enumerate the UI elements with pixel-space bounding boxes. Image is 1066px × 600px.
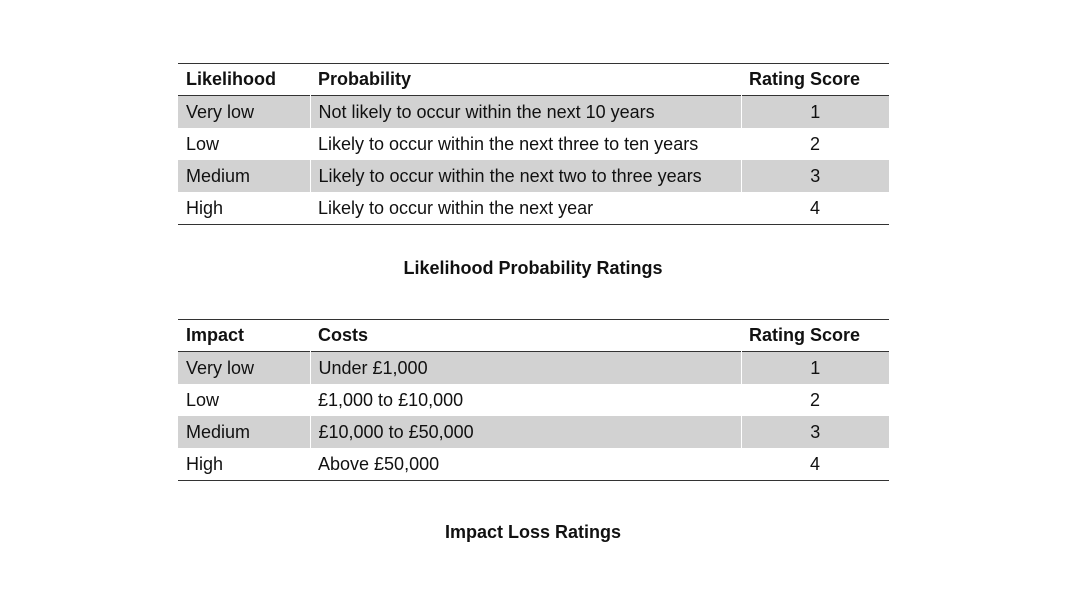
table-row: Medium Likely to occur within the next t… bbox=[178, 160, 889, 192]
rating-score-cell: 3 bbox=[741, 160, 889, 192]
probability-cell: Not likely to occur within the next 10 y… bbox=[309, 95, 742, 128]
likelihood-cell: Low bbox=[186, 133, 220, 154]
probability-cell: Likely to occur within the next two to t… bbox=[309, 160, 742, 192]
likelihood-cell: Very low bbox=[178, 95, 310, 128]
table-row: High Above £50,000 4 bbox=[178, 448, 889, 481]
rating-score-cell: 2 bbox=[809, 389, 820, 410]
rating-score-cell: 1 bbox=[741, 351, 889, 384]
impact-table: Impact Costs Rating Score Very low Under… bbox=[178, 319, 889, 481]
table-row: Very low Not likely to occur within the … bbox=[178, 95, 889, 128]
header-rating-score: Rating Score bbox=[749, 325, 861, 345]
header-rating-score: Rating Score bbox=[749, 69, 861, 89]
impact-cell: High bbox=[186, 453, 224, 474]
costs-cell: £10,000 to £50,000 bbox=[309, 416, 742, 448]
probability-cell: Likely to occur within the next three to… bbox=[318, 133, 699, 154]
table-row: High Likely to occur within the next yea… bbox=[178, 192, 889, 225]
table-row: Low Likely to occur within the next thre… bbox=[178, 128, 889, 160]
header-impact: Impact bbox=[186, 325, 245, 345]
impact-table-caption: Impact Loss Ratings bbox=[444, 522, 622, 542]
likelihood-cell: Medium bbox=[178, 160, 310, 192]
costs-cell: £1,000 to £10,000 bbox=[318, 389, 464, 410]
header-likelihood: Likelihood bbox=[186, 69, 276, 89]
rating-score-cell: 4 bbox=[809, 453, 820, 474]
rating-score-cell: 1 bbox=[741, 95, 889, 128]
costs-cell: Above £50,000 bbox=[318, 453, 440, 474]
impact-cell: Medium bbox=[178, 416, 310, 448]
likelihood-table-caption: Likelihood Probability Ratings bbox=[403, 258, 663, 278]
rating-score-cell: 3 bbox=[741, 416, 889, 448]
rating-score-cell: 2 bbox=[809, 133, 820, 154]
table-header-row: Impact Costs Rating Score bbox=[178, 319, 889, 352]
rating-score-cell: 4 bbox=[809, 197, 820, 218]
costs-cell: Under £1,000 bbox=[309, 351, 742, 384]
header-probability: Probability bbox=[318, 69, 412, 89]
table-row: Medium £10,000 to £50,000 3 bbox=[178, 416, 889, 448]
impact-cell: Very low bbox=[178, 351, 310, 384]
table-row: Very low Under £1,000 1 bbox=[178, 351, 889, 384]
impact-cell: Low bbox=[186, 389, 220, 410]
likelihood-cell: High bbox=[186, 197, 224, 218]
probability-cell: Likely to occur within the next year bbox=[318, 197, 594, 218]
header-costs: Costs bbox=[318, 325, 369, 345]
table-header-row: Likelihood Probability Rating Score bbox=[178, 63, 889, 96]
likelihood-table: Likelihood Probability Rating Score Very… bbox=[178, 63, 889, 225]
table-row: Low £1,000 to £10,000 2 bbox=[178, 384, 889, 416]
